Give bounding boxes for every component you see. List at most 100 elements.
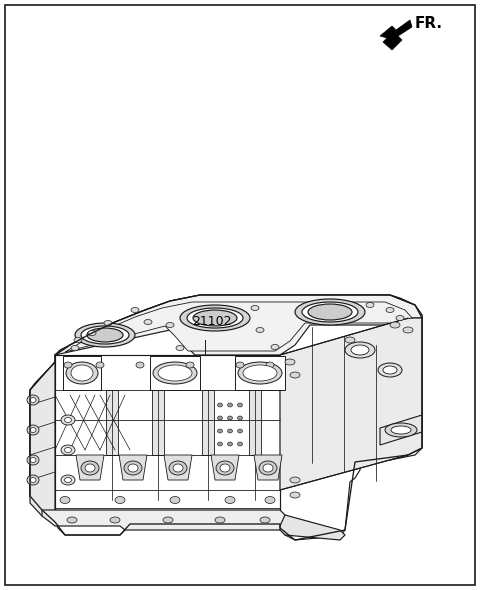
- Ellipse shape: [81, 326, 129, 344]
- Ellipse shape: [238, 416, 242, 420]
- Ellipse shape: [386, 307, 394, 313]
- Ellipse shape: [85, 464, 95, 472]
- Ellipse shape: [271, 345, 279, 349]
- Ellipse shape: [67, 517, 77, 523]
- Ellipse shape: [64, 362, 72, 368]
- Polygon shape: [150, 356, 200, 390]
- Ellipse shape: [351, 345, 369, 355]
- Ellipse shape: [27, 425, 39, 435]
- Polygon shape: [76, 455, 104, 480]
- Ellipse shape: [173, 464, 183, 472]
- Polygon shape: [211, 455, 239, 480]
- Ellipse shape: [27, 455, 39, 465]
- Ellipse shape: [30, 428, 36, 432]
- Ellipse shape: [285, 359, 295, 365]
- Ellipse shape: [243, 365, 277, 381]
- Ellipse shape: [216, 461, 234, 475]
- Ellipse shape: [391, 426, 411, 434]
- Ellipse shape: [295, 299, 365, 325]
- Polygon shape: [235, 356, 285, 390]
- Ellipse shape: [378, 363, 402, 377]
- Ellipse shape: [61, 475, 75, 485]
- Ellipse shape: [66, 362, 98, 384]
- Ellipse shape: [30, 477, 36, 483]
- Ellipse shape: [238, 429, 242, 433]
- Ellipse shape: [385, 423, 417, 437]
- Ellipse shape: [236, 362, 244, 368]
- Ellipse shape: [217, 429, 223, 433]
- Ellipse shape: [128, 464, 138, 472]
- Ellipse shape: [163, 517, 173, 523]
- Ellipse shape: [104, 320, 112, 326]
- Ellipse shape: [238, 442, 242, 446]
- Ellipse shape: [193, 310, 237, 326]
- Ellipse shape: [260, 517, 270, 523]
- Polygon shape: [280, 515, 345, 540]
- Ellipse shape: [187, 308, 243, 328]
- Ellipse shape: [228, 403, 232, 407]
- Ellipse shape: [290, 492, 300, 498]
- Ellipse shape: [263, 464, 273, 472]
- Text: FR.: FR.: [415, 17, 443, 31]
- Ellipse shape: [153, 362, 197, 384]
- Ellipse shape: [30, 398, 36, 402]
- Ellipse shape: [61, 445, 75, 455]
- Ellipse shape: [366, 303, 374, 307]
- Ellipse shape: [71, 365, 93, 381]
- Ellipse shape: [115, 497, 125, 503]
- Ellipse shape: [27, 475, 39, 485]
- Ellipse shape: [345, 342, 375, 358]
- Ellipse shape: [131, 307, 139, 313]
- Ellipse shape: [64, 447, 72, 453]
- Ellipse shape: [75, 323, 135, 347]
- Ellipse shape: [158, 365, 192, 381]
- Ellipse shape: [60, 497, 70, 503]
- Ellipse shape: [220, 464, 230, 472]
- Ellipse shape: [217, 403, 223, 407]
- Polygon shape: [42, 510, 285, 530]
- Ellipse shape: [265, 497, 275, 503]
- Ellipse shape: [390, 322, 400, 328]
- Polygon shape: [55, 355, 280, 510]
- Polygon shape: [202, 390, 214, 455]
- Ellipse shape: [64, 477, 72, 483]
- Ellipse shape: [217, 416, 223, 420]
- Ellipse shape: [225, 497, 235, 503]
- Ellipse shape: [228, 442, 232, 446]
- Polygon shape: [63, 356, 101, 390]
- Polygon shape: [254, 455, 282, 480]
- Ellipse shape: [30, 457, 36, 463]
- Ellipse shape: [302, 302, 358, 322]
- Polygon shape: [164, 455, 192, 480]
- Ellipse shape: [238, 362, 282, 384]
- Ellipse shape: [27, 395, 39, 405]
- Polygon shape: [106, 390, 118, 455]
- Ellipse shape: [61, 415, 75, 425]
- Polygon shape: [30, 295, 422, 540]
- Ellipse shape: [256, 327, 264, 333]
- Ellipse shape: [110, 517, 120, 523]
- Ellipse shape: [228, 416, 232, 420]
- Ellipse shape: [215, 517, 225, 523]
- Ellipse shape: [345, 337, 355, 343]
- Polygon shape: [119, 455, 147, 480]
- Polygon shape: [380, 415, 422, 445]
- Ellipse shape: [81, 461, 99, 475]
- Ellipse shape: [64, 418, 72, 422]
- Ellipse shape: [144, 320, 152, 325]
- Ellipse shape: [96, 362, 104, 368]
- Polygon shape: [152, 390, 164, 455]
- Ellipse shape: [74, 337, 82, 343]
- Ellipse shape: [87, 328, 123, 342]
- Ellipse shape: [383, 366, 397, 374]
- Text: 21102: 21102: [192, 315, 231, 328]
- Polygon shape: [249, 390, 261, 455]
- Polygon shape: [280, 318, 422, 490]
- Ellipse shape: [403, 327, 413, 333]
- Ellipse shape: [88, 330, 96, 336]
- Ellipse shape: [290, 477, 300, 483]
- Ellipse shape: [290, 372, 300, 378]
- Ellipse shape: [180, 305, 250, 331]
- Ellipse shape: [166, 323, 174, 327]
- Ellipse shape: [217, 442, 223, 446]
